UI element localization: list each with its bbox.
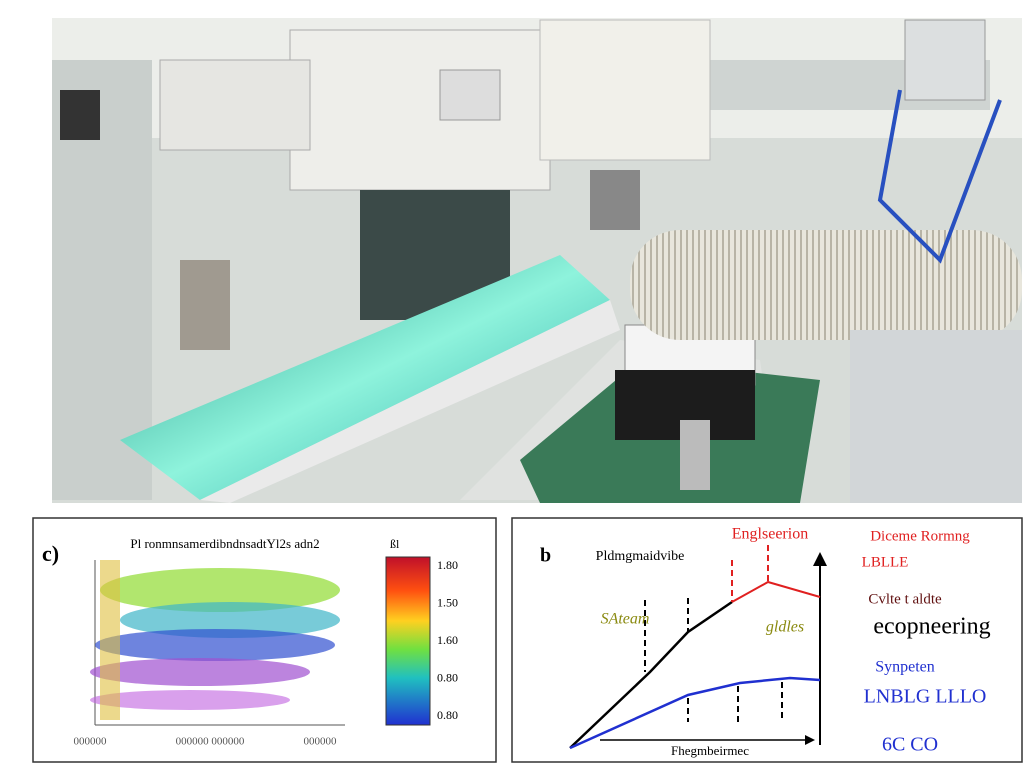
panel-b-shape: [813, 552, 827, 566]
panel-label: c): [42, 541, 59, 566]
annotation: Diceme Rormng: [870, 528, 970, 544]
photo-shape: [680, 420, 710, 490]
panel-b-shape: [731, 545, 769, 602]
panel-c: c) Pl ronmnsamerdibndnsadtYl2s adn2 ßl 1…: [32, 517, 497, 763]
annotation: LNBLG LLLO: [864, 686, 987, 708]
annotation: ecopneering: [873, 614, 990, 640]
photo-shape: [904, 19, 986, 101]
panel-b-shape: [569, 600, 733, 749]
panel-c-shape: [90, 690, 290, 710]
panel-c-shape: [95, 629, 335, 661]
panel-b-shape: [569, 676, 821, 750]
photo-shape: [159, 59, 311, 151]
x-axis-label: Fhegmbeirmec: [671, 743, 749, 758]
x-label: 000000: [74, 736, 108, 748]
photo-shape: [590, 170, 640, 230]
annotation: SAteam: [601, 611, 650, 628]
chart-title: Pl ronmnsamerdibndnsadtYl2s adn2: [130, 536, 319, 551]
colorbar-label: 1.60: [437, 633, 458, 647]
photo: [52, 18, 1022, 503]
photo-shape: [539, 19, 711, 161]
colorbar-label: 1.50: [437, 595, 458, 609]
colorbar-label: 0.80: [437, 670, 458, 684]
panel-b-shape: [731, 580, 821, 603]
panel-b: b Pldmgmaidvibe Englseerion Diceme Rormn…: [511, 517, 1023, 763]
panel-c-shape: [385, 556, 431, 726]
panel-c-shape: [120, 602, 340, 638]
annotation: 6C CO: [882, 734, 938, 756]
annotation: Cvlte t aldte: [868, 591, 942, 607]
panel-b-shape: [805, 735, 815, 745]
colorbar-label: 0.80: [437, 708, 458, 722]
colorbar-label: 1.80: [437, 558, 458, 572]
panel-label: b: [540, 545, 551, 567]
panel-c-shape: [100, 560, 120, 720]
x-label: 000000: [304, 736, 338, 748]
annotation: Pldmgmaidvibe: [596, 549, 685, 564]
panel-b-shape: [644, 598, 783, 722]
x-label: 000000 000000: [176, 736, 245, 748]
photo-shape: [850, 330, 1022, 503]
annotation: gldles: [766, 619, 804, 636]
photo-shape: [877, 89, 1002, 264]
photo-shape: [630, 230, 1022, 340]
panel-c-shape: [90, 658, 310, 686]
photo-shape: [289, 29, 551, 191]
photo-shape: [120, 255, 610, 500]
photo-shape: [180, 260, 230, 350]
annotation: Englseerion: [732, 526, 808, 543]
photo-shape: [200, 300, 620, 503]
annotation: LBLLE: [862, 554, 909, 570]
annotation: Synpeten: [875, 659, 935, 676]
panel-c-shape: [100, 568, 340, 612]
photo-shape: [60, 90, 100, 140]
photo-shape: [439, 69, 501, 121]
colorbar-title: ßl: [390, 537, 400, 551]
panel-b-shape: [511, 517, 1023, 763]
colorbar-labels: 1.80 1.50 1.60 0.80 0.80: [437, 558, 458, 722]
